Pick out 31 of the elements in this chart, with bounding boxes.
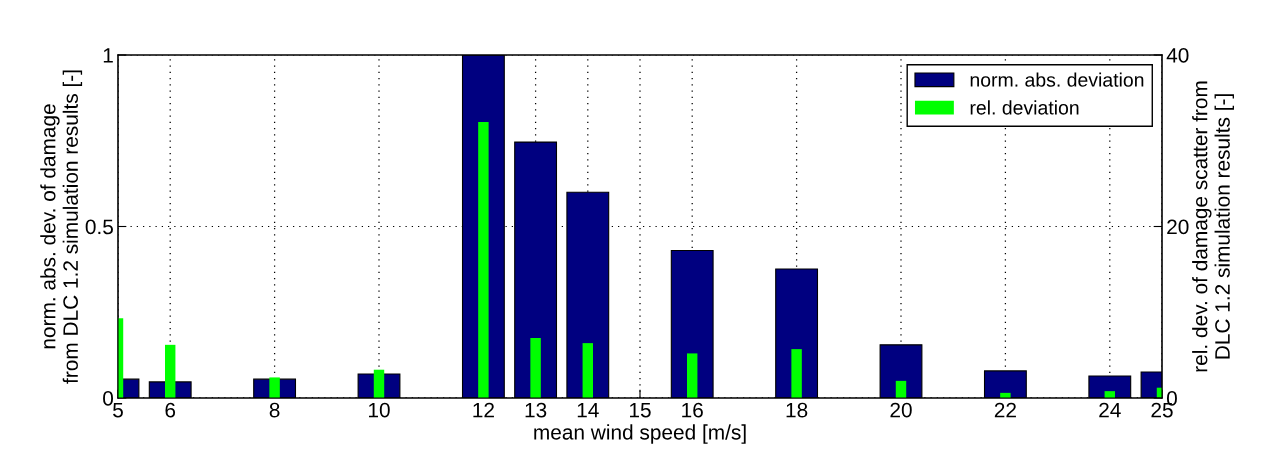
x-tick-label: 24 — [1099, 402, 1121, 418]
x-tick-label: 6 — [165, 402, 176, 418]
x-tick-label: 14 — [577, 402, 599, 418]
y2-tick-label: 40 — [1166, 48, 1189, 63]
y2-tick-label: 20 — [1167, 219, 1189, 235]
x-tick-label: 5 — [113, 402, 123, 418]
bar — [164, 344, 176, 398]
x-tick-label: 22 — [994, 402, 1016, 418]
bar — [373, 369, 385, 398]
x-tick-label: 15 — [630, 402, 651, 418]
bar — [582, 343, 594, 398]
bar — [269, 377, 280, 398]
legend-label: rel. deviation — [970, 100, 1079, 115]
y-tick-label: 1 — [103, 48, 113, 63]
x-tick-label: 12 — [473, 402, 494, 418]
x-tick-label: 8 — [269, 402, 280, 418]
x-tick-label: 16 — [682, 402, 703, 418]
bar — [530, 337, 541, 398]
x-axis-title: mean wind speed [m/s] — [534, 424, 746, 444]
x-tick-label: 20 — [890, 402, 912, 418]
x-tick-label: 18 — [786, 402, 808, 418]
y-tick-label: 0.5 — [85, 219, 113, 235]
bar — [686, 353, 698, 398]
y-axis-title: norm. abs. dev. of damage from DLC 1.2 simulation results [-] — [40, 70, 83, 384]
bar — [478, 121, 489, 398]
legend-label: norm. abs. deviation — [970, 72, 1144, 87]
bar — [791, 349, 802, 398]
y-tick-label: 0 — [103, 391, 114, 406]
y2-axis-title: rel. dev. of damage scatter from DLC 1.2 simulation results [-] — [1192, 81, 1234, 372]
x-tick-label: 10 — [369, 402, 390, 418]
x-tick-label: 13 — [525, 402, 547, 418]
